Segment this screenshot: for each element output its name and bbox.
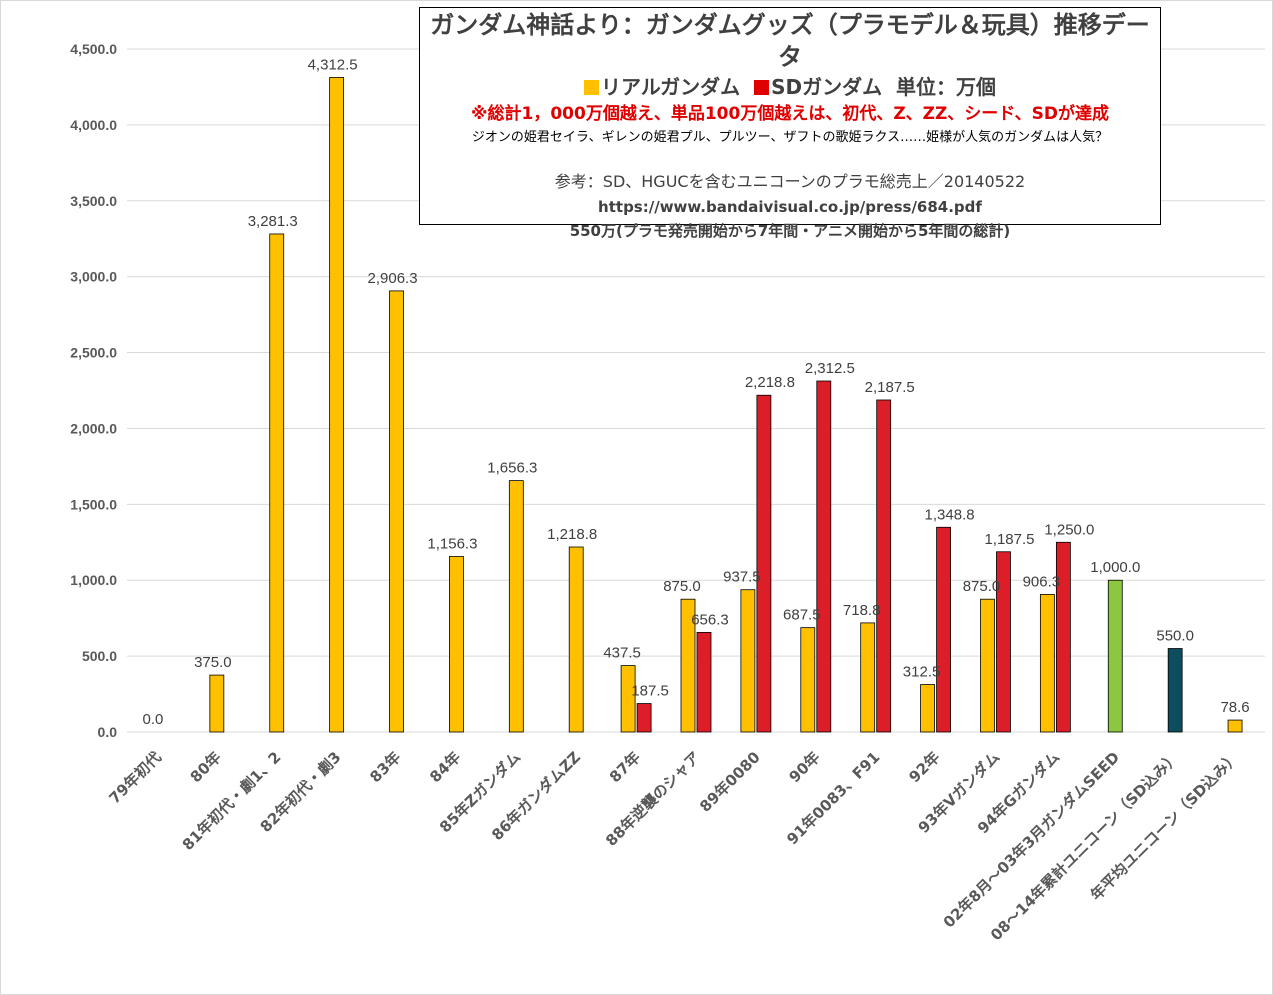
bar-real (980, 598, 995, 733)
x-category-label: 80年 (187, 748, 225, 786)
data-label-real: 3,281.3 (248, 213, 298, 230)
achievement-note: ※総計1，000万個越え、単品100万個越えは、初代、Z、ZZ、シード、SDが達… (471, 104, 1109, 124)
x-category-label: 87年 (606, 748, 644, 786)
bar-real (209, 674, 225, 733)
y-tick-label: 3,000.0 (70, 269, 117, 285)
bar-extra (1107, 579, 1123, 733)
data-label-sd: 2,312.5 (805, 360, 855, 377)
bar-sd (936, 526, 951, 733)
y-tick-label: 0.0 (98, 724, 118, 740)
bar-real (269, 233, 285, 733)
bar-real (920, 684, 935, 733)
bar-real (389, 290, 404, 733)
data-label-real: 1,656.3 (487, 460, 537, 477)
data-label-real: 875.0 (963, 578, 1001, 595)
bar-real (508, 480, 524, 733)
bar-real (329, 77, 345, 733)
y-tick-label: 2,000.0 (70, 420, 117, 436)
data-label-real: 1,156.3 (427, 535, 477, 552)
bar-sd (636, 703, 652, 733)
data-label-extra: 550.0 (1156, 628, 1194, 645)
bar-sd (1055, 541, 1071, 733)
y-tick-label: 500.0 (82, 648, 117, 664)
data-label-real: 875.0 (663, 578, 701, 595)
y-tick-label: 4,500.0 (70, 41, 117, 57)
chart-info-box: ガンダム神話より：ガンダムグッズ（プラモデル＆玩具）推移データ リアルガンダム … (419, 7, 1161, 240)
data-label-real: 937.5 (723, 569, 761, 586)
data-label-sd: 1,348.8 (925, 506, 975, 523)
bar-sd (756, 394, 772, 733)
data-label-real: 2,906.3 (368, 270, 418, 287)
bar-real (740, 589, 756, 733)
data-label-sd: 656.3 (691, 611, 729, 628)
bar-sd (876, 399, 892, 733)
x-category-label: 83年 (366, 748, 404, 786)
y-tick-label: 4,000.0 (70, 117, 117, 133)
bar-real (860, 622, 876, 733)
y-tick-label: 2,500.0 (70, 345, 117, 361)
bar-extra (1227, 719, 1243, 733)
x-category-label: 90年 (786, 748, 824, 786)
x-category-label: 89年0080 (696, 748, 764, 816)
reference-url: https://www.bandaivisual.co.jp/press/684… (598, 198, 982, 216)
unit-label: 単位：万個 (896, 75, 997, 99)
legend-label-real: リアルガンダム (600, 75, 741, 99)
bar-real (680, 598, 696, 733)
data-label-sd: 1,187.5 (984, 531, 1034, 548)
legend: リアルガンダム SDガンダム 単位：万個 (420, 73, 1160, 101)
x-category-label: 79年初代 (105, 748, 164, 807)
y-tick-label: 1,000.0 (70, 572, 117, 588)
data-label-sd: 1,250.0 (1044, 521, 1094, 538)
data-label-extra: 78.6 (1220, 699, 1249, 716)
bar-real (800, 627, 816, 733)
data-label-real: 1,218.8 (547, 526, 597, 543)
bar-sd (996, 551, 1011, 733)
legend-swatch-sd (754, 80, 770, 95)
data-label-real: 437.5 (603, 645, 641, 662)
data-label-real: 687.5 (783, 607, 821, 624)
data-label-real: 718.8 (843, 602, 881, 619)
y-tick-label: 1,500.0 (70, 496, 117, 512)
bar-real (449, 556, 464, 733)
data-label-extra: 1,000.0 (1090, 559, 1140, 576)
bar-sd (696, 631, 712, 733)
bar-real (620, 665, 636, 733)
sub-note: ジオンの姫君セイラ、ギレンの姫君プル、プルツー、ザフトの歌姫ラクス……姫様が人気… (471, 130, 1109, 145)
total-note: 550万(プラモ発売開始から7年間・アニメ開始から5年間の総計) (569, 222, 1011, 240)
x-category-label: 84年 (426, 748, 464, 786)
data-label-real: 312.5 (903, 664, 941, 681)
data-label-real: 906.3 (1023, 573, 1061, 590)
bar-real (568, 546, 584, 733)
bar-real (1039, 594, 1055, 733)
reference-text: 参考：SD、HGUCを含むユニコーンのプラモ総売上／20140522 (554, 172, 1026, 191)
y-tick-label: 3,500.0 (70, 193, 117, 209)
chart-title: ガンダム神話より：ガンダムグッズ（プラモデル＆玩具）推移データ (430, 11, 1150, 71)
data-label-real: 0.0 (143, 711, 164, 728)
data-label-real: 4,312.5 (308, 56, 358, 73)
data-label-sd: 187.5 (631, 683, 669, 700)
data-label-sd: 2,218.8 (745, 374, 795, 391)
data-label-sd: 2,187.5 (865, 379, 915, 396)
bar-extra (1167, 648, 1183, 733)
bar-sd (816, 380, 832, 733)
x-category-label: 81年初代・劇1、2 (179, 748, 285, 854)
legend-swatch-real (583, 80, 599, 95)
legend-label-sd: SDガンダム (771, 75, 883, 99)
x-category-label: 92年 (905, 748, 943, 786)
data-label-real: 375.0 (194, 654, 232, 671)
